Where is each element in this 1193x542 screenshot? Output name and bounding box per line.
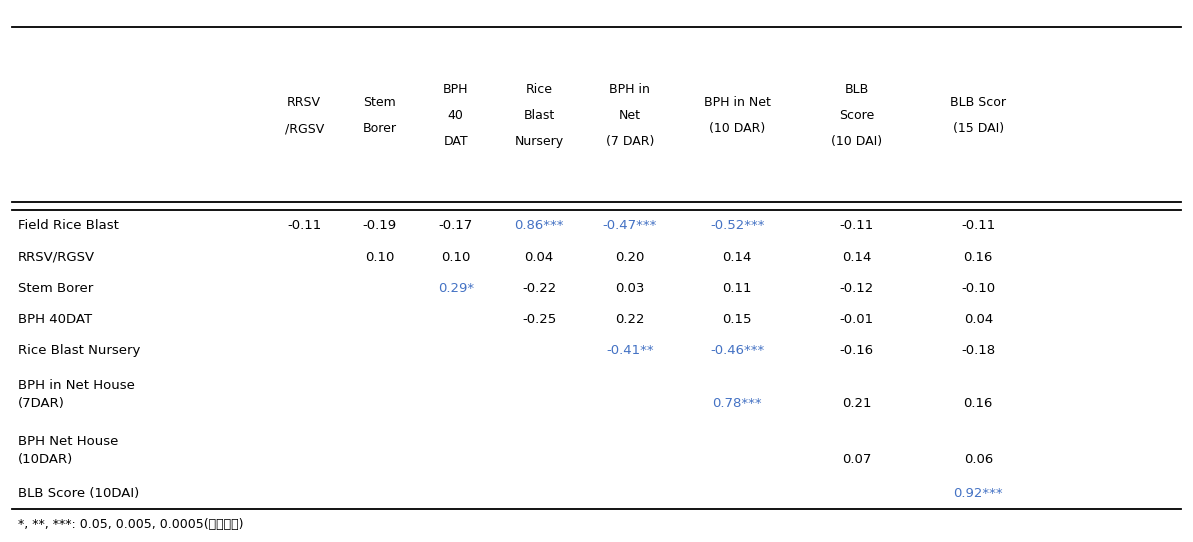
Text: 0.14: 0.14 <box>723 250 752 263</box>
Text: BLB Scor: BLB Scor <box>951 96 1006 109</box>
Text: DAT: DAT <box>444 136 468 148</box>
Text: Score: Score <box>839 109 874 122</box>
Text: -0.22: -0.22 <box>523 282 556 295</box>
Text: BPH in: BPH in <box>610 83 650 96</box>
Text: -0.12: -0.12 <box>840 282 873 295</box>
Text: -0.11: -0.11 <box>840 220 873 233</box>
Text: 0.06: 0.06 <box>964 453 993 466</box>
Text: 0.10: 0.10 <box>365 250 394 263</box>
Text: Borer: Borer <box>363 122 396 135</box>
Text: (10 DAI): (10 DAI) <box>832 136 882 148</box>
Text: BPH in Net: BPH in Net <box>704 96 771 109</box>
Text: 0.16: 0.16 <box>964 397 993 410</box>
Text: 0.86***: 0.86*** <box>514 220 564 233</box>
Text: 0.78***: 0.78*** <box>712 397 762 410</box>
Text: -0.11: -0.11 <box>962 220 995 233</box>
Text: 0.03: 0.03 <box>616 282 644 295</box>
Text: (15 DAI): (15 DAI) <box>953 122 1003 135</box>
Text: BPH Net House: BPH Net House <box>18 435 118 448</box>
Text: BPH: BPH <box>443 83 469 96</box>
Text: -0.18: -0.18 <box>962 344 995 357</box>
Text: 0.04: 0.04 <box>964 313 993 326</box>
Text: RRSV/RGSV: RRSV/RGSV <box>18 250 95 263</box>
Text: -0.11: -0.11 <box>288 220 321 233</box>
Text: RRSV: RRSV <box>288 96 321 109</box>
Text: -0.52***: -0.52*** <box>710 220 765 233</box>
Text: BLB: BLB <box>845 83 869 96</box>
Text: BPH in Net House: BPH in Net House <box>18 378 135 391</box>
Text: Stem: Stem <box>363 96 396 109</box>
Text: Field Rice Blast: Field Rice Blast <box>18 220 119 233</box>
Text: 0.14: 0.14 <box>842 250 871 263</box>
Text: -0.10: -0.10 <box>962 282 995 295</box>
Text: -0.25: -0.25 <box>523 313 556 326</box>
Text: -0.41**: -0.41** <box>606 344 654 357</box>
Text: 0.15: 0.15 <box>723 313 752 326</box>
Text: 0.22: 0.22 <box>616 313 644 326</box>
Text: 0.04: 0.04 <box>525 250 554 263</box>
Text: -0.46***: -0.46*** <box>710 344 765 357</box>
Text: Blast: Blast <box>524 109 555 122</box>
Text: *, **, ***: 0.05, 0.005, 0.0005(유의수준): *, **, ***: 0.05, 0.005, 0.0005(유의수준) <box>18 518 243 531</box>
Text: (10DAR): (10DAR) <box>18 453 73 466</box>
Text: 0.20: 0.20 <box>616 250 644 263</box>
Text: 0.10: 0.10 <box>441 250 470 263</box>
Text: -0.47***: -0.47*** <box>602 220 657 233</box>
Text: -0.01: -0.01 <box>840 313 873 326</box>
Text: 0.16: 0.16 <box>964 250 993 263</box>
Text: -0.16: -0.16 <box>840 344 873 357</box>
Text: 40: 40 <box>447 109 464 122</box>
Text: (7 DAR): (7 DAR) <box>606 136 654 148</box>
Text: BLB Score (10DAI): BLB Score (10DAI) <box>18 487 140 500</box>
Text: 0.92***: 0.92*** <box>953 487 1003 500</box>
Text: Stem Borer: Stem Borer <box>18 282 93 295</box>
Text: (10 DAR): (10 DAR) <box>709 122 766 135</box>
Text: /RGSV: /RGSV <box>285 122 323 135</box>
Text: BPH 40DAT: BPH 40DAT <box>18 313 92 326</box>
Text: Rice Blast Nursery: Rice Blast Nursery <box>18 344 141 357</box>
Text: -0.19: -0.19 <box>363 220 396 233</box>
Text: Net: Net <box>619 109 641 122</box>
Text: 0.21: 0.21 <box>842 397 871 410</box>
Text: 0.29*: 0.29* <box>438 282 474 295</box>
Text: 0.07: 0.07 <box>842 453 871 466</box>
Text: Rice: Rice <box>526 83 552 96</box>
Text: -0.17: -0.17 <box>439 220 472 233</box>
Text: (7DAR): (7DAR) <box>18 397 64 410</box>
Text: 0.11: 0.11 <box>723 282 752 295</box>
Text: Nursery: Nursery <box>514 136 564 148</box>
